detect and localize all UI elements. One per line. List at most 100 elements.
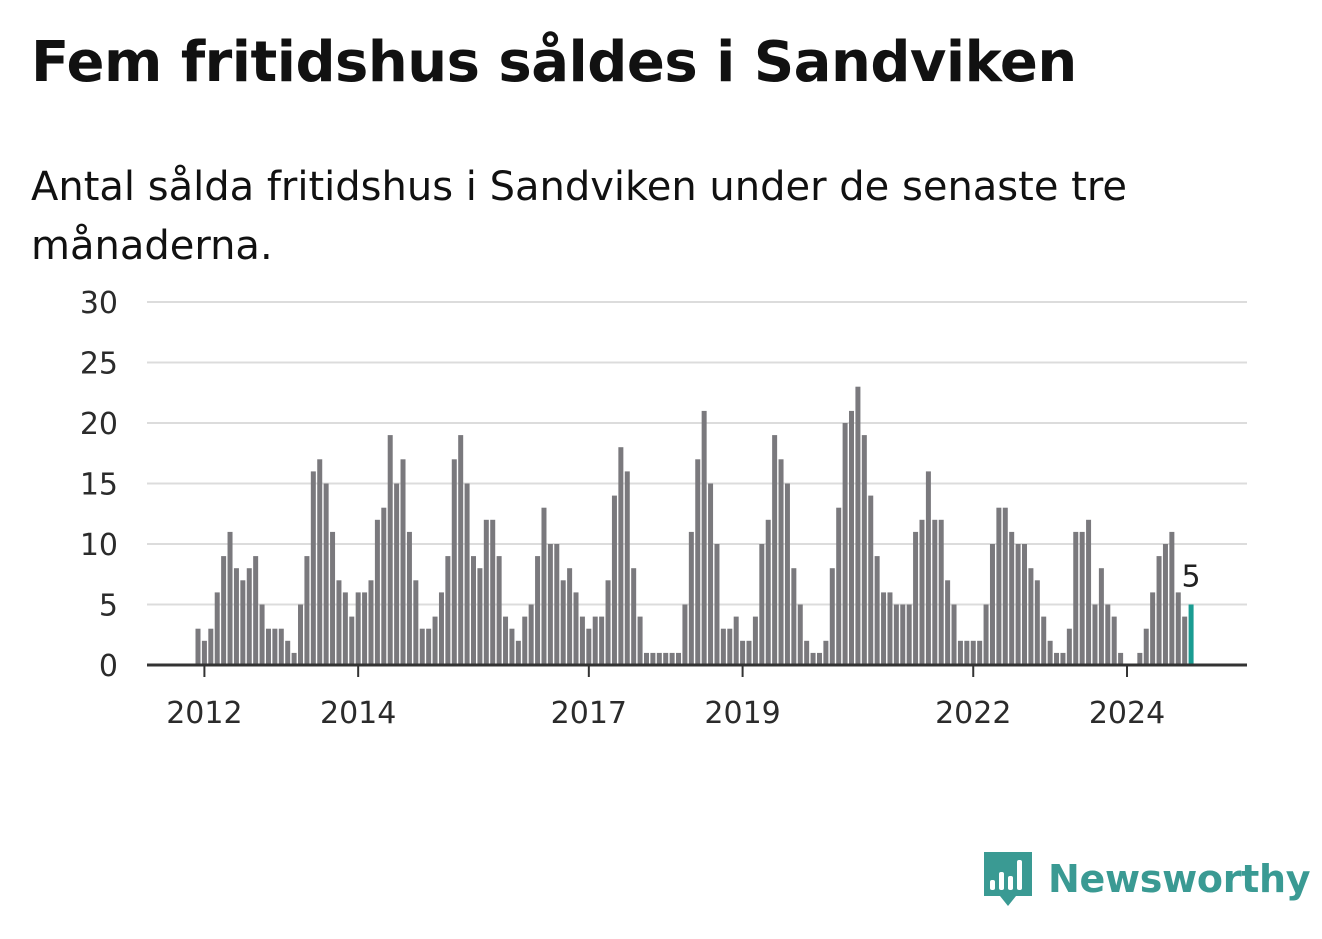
bar [676, 652, 682, 665]
bar [1060, 652, 1066, 665]
bar [637, 616, 643, 665]
x-tick-label: 2014 [320, 696, 396, 731]
bar [759, 544, 765, 665]
bar [259, 604, 265, 665]
bar-chart-speech-bubble-icon [984, 852, 1032, 906]
bar [720, 628, 726, 665]
bar [874, 556, 880, 665]
bar [643, 652, 649, 665]
bar [893, 604, 899, 665]
bar [945, 580, 951, 665]
bar [201, 640, 207, 665]
bar [1086, 519, 1092, 665]
bar [406, 531, 412, 665]
bar [906, 604, 912, 665]
bar [970, 640, 976, 665]
bar [579, 616, 585, 665]
y-tick-label: 5 [99, 589, 118, 624]
bar [592, 616, 598, 665]
chart-subtitle: Antal sålda fritidshus i Sandviken under… [31, 164, 1128, 269]
bar [599, 616, 605, 665]
bar [496, 556, 502, 665]
bar [374, 519, 380, 665]
bar [1015, 544, 1021, 665]
bar [1041, 616, 1047, 665]
bar [618, 447, 624, 665]
bar [708, 483, 714, 665]
bar [323, 483, 329, 665]
bar [227, 531, 233, 665]
bar [1137, 652, 1143, 665]
x-tick-label: 2017 [551, 696, 627, 731]
bar [272, 628, 278, 665]
bar [957, 640, 963, 665]
bar [291, 652, 297, 665]
bar [688, 531, 694, 665]
bar [1034, 580, 1040, 665]
bar [983, 604, 989, 665]
bar [810, 652, 816, 665]
bar [458, 435, 464, 665]
bar [1028, 568, 1034, 665]
bar [1182, 616, 1188, 665]
bar [438, 592, 444, 665]
bar [368, 580, 374, 665]
bar [278, 628, 284, 665]
bar [861, 435, 867, 665]
bar [381, 507, 387, 665]
bar [221, 556, 227, 665]
bar [214, 592, 220, 665]
bar [1092, 604, 1098, 665]
bar [669, 652, 675, 665]
bar [996, 507, 1002, 665]
bar [285, 640, 291, 665]
bar [1162, 544, 1168, 665]
bar [887, 592, 893, 665]
bar [464, 483, 470, 665]
bar [483, 519, 489, 665]
bar [1073, 531, 1079, 665]
bar [829, 568, 835, 665]
bar [310, 471, 316, 665]
bar [605, 580, 611, 665]
bar [304, 556, 310, 665]
bar [925, 471, 931, 665]
x-tick-label: 2012 [166, 696, 242, 731]
bar [868, 495, 874, 665]
bar [432, 616, 438, 665]
bar [265, 628, 271, 665]
bar [253, 556, 259, 665]
bar [913, 531, 919, 665]
bar [471, 556, 476, 665]
bar [836, 507, 842, 665]
bar [611, 495, 617, 665]
x-tick-label: 2024 [1089, 696, 1165, 731]
bar [503, 616, 509, 665]
bar [1002, 507, 1008, 665]
bar [842, 423, 848, 665]
bar [1009, 531, 1015, 665]
bar [342, 592, 348, 665]
bar [977, 640, 983, 665]
bar [547, 544, 553, 665]
bar [804, 640, 810, 665]
bar [964, 640, 970, 665]
bar [1054, 652, 1060, 665]
bar [900, 604, 906, 665]
bar [426, 628, 432, 665]
bar [477, 568, 483, 665]
bar [394, 483, 400, 665]
bar [1111, 616, 1117, 665]
y-tick-label: 30 [80, 286, 118, 321]
bar [1047, 640, 1053, 665]
bar [624, 471, 630, 665]
bar [1150, 592, 1156, 665]
bar [1066, 628, 1072, 665]
bar [682, 604, 688, 665]
bar [419, 628, 425, 665]
bar [765, 519, 771, 665]
bar [522, 616, 528, 665]
bar [849, 410, 855, 665]
bar [560, 580, 566, 665]
